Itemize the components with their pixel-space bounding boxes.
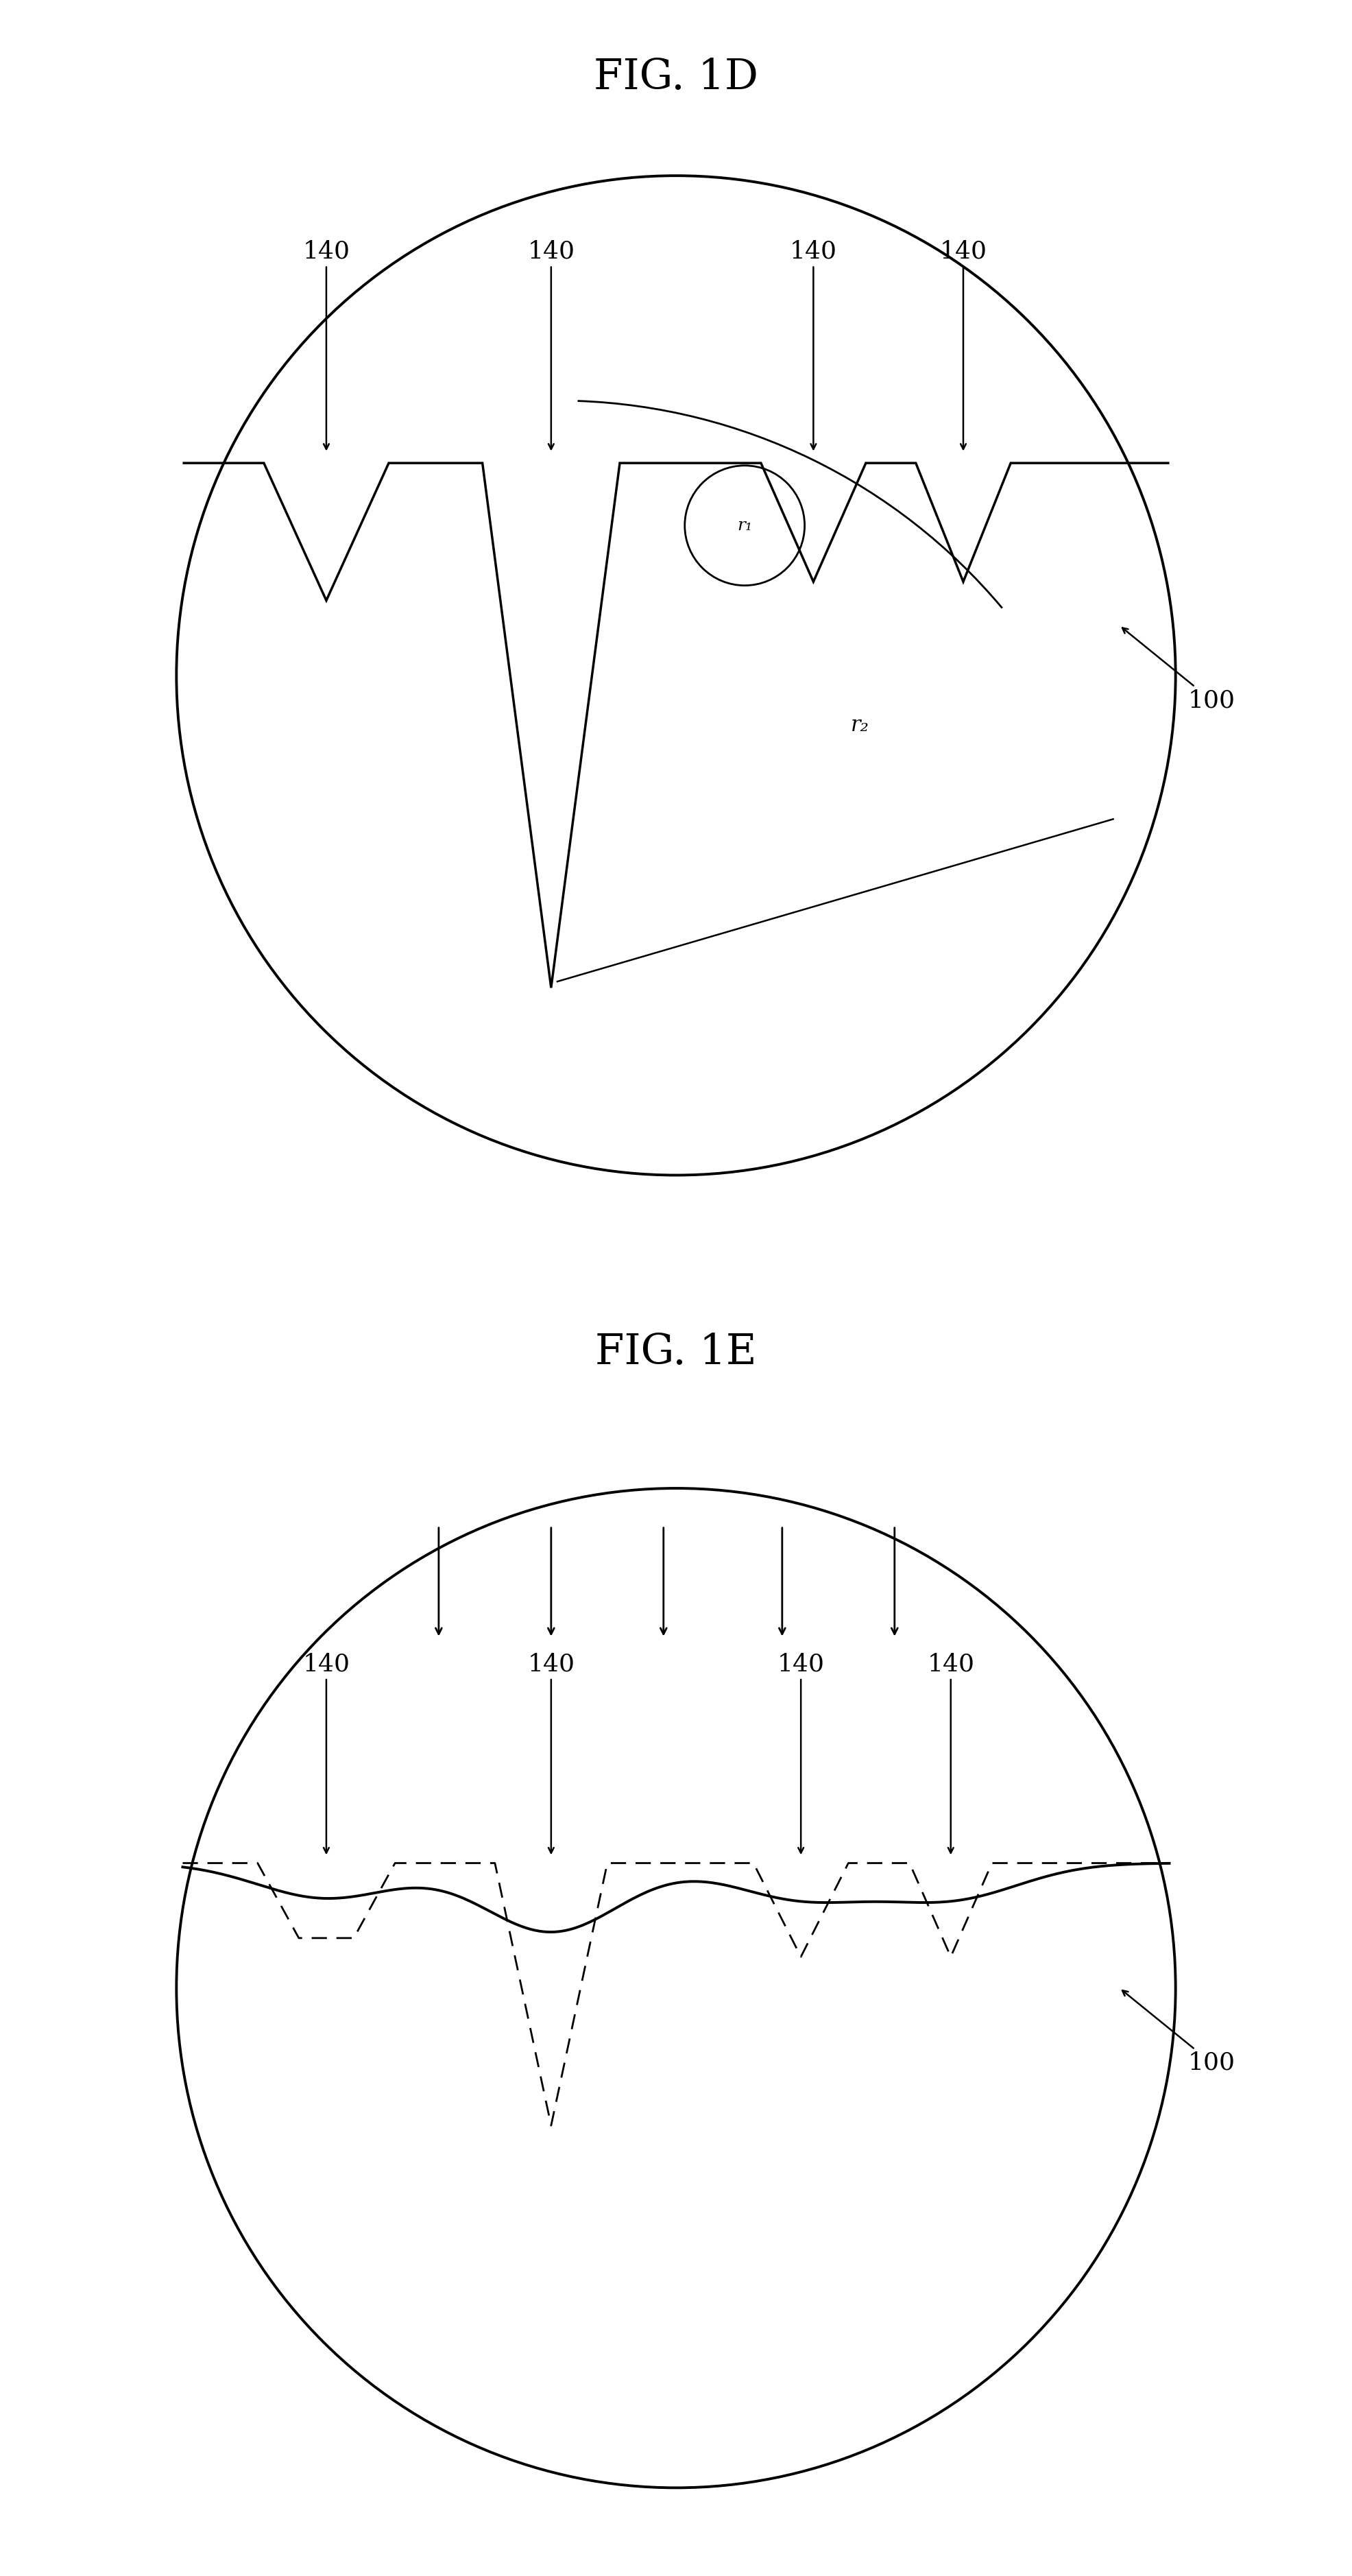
Text: r₂: r₂ xyxy=(850,714,869,737)
Text: 140: 140 xyxy=(927,1651,975,1852)
Text: 140: 140 xyxy=(527,240,575,448)
Text: 140: 140 xyxy=(303,1651,350,1852)
Text: 100: 100 xyxy=(1122,1991,1236,2074)
Text: 140: 140 xyxy=(777,1651,825,1852)
Text: 140: 140 xyxy=(790,240,837,448)
Text: r₁: r₁ xyxy=(737,518,752,533)
Text: 140: 140 xyxy=(303,240,350,448)
Text: 140: 140 xyxy=(527,1651,575,1852)
Text: 100: 100 xyxy=(1122,629,1236,711)
Text: FIG. 1D: FIG. 1D xyxy=(594,57,758,98)
Text: 140: 140 xyxy=(940,240,987,448)
Text: FIG. 1E: FIG. 1E xyxy=(595,1332,757,1373)
